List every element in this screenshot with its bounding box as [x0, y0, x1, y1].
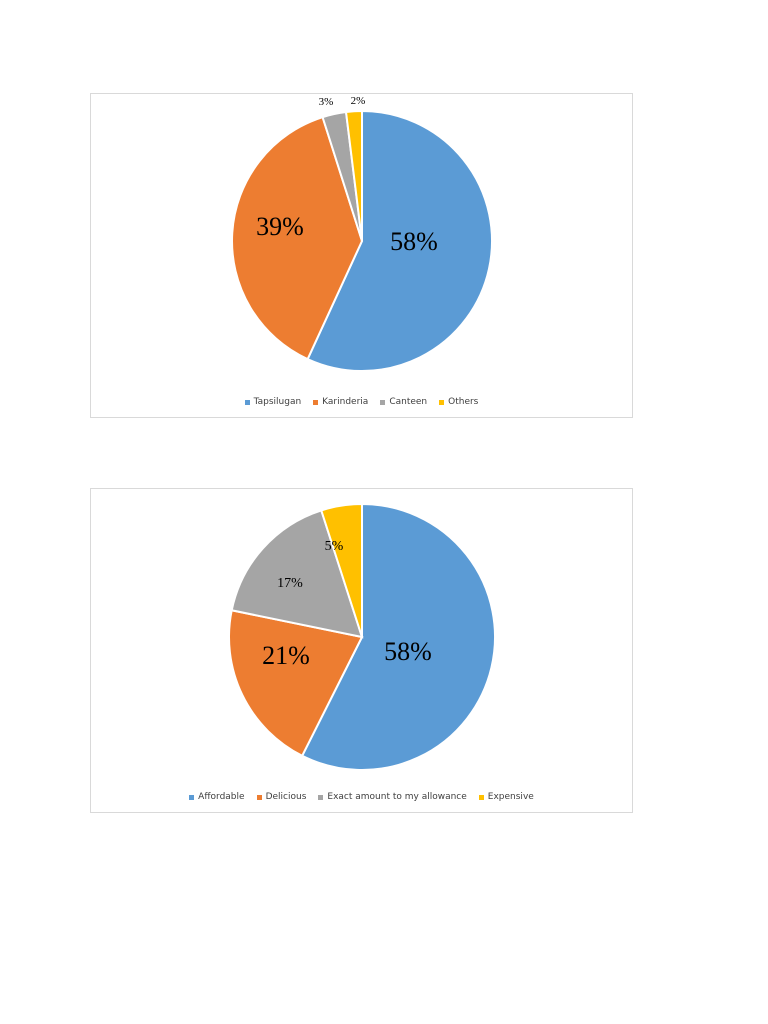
chart-2-legend: Affordable Delicious Exact amount to my al…	[91, 792, 632, 802]
data-label-delicious: 21%	[262, 641, 310, 670]
legend-label: Delicious	[265, 792, 307, 802]
legend-item-expensive: Expensive	[478, 792, 534, 802]
data-label-exact-amount-to-my-allowance: 17%	[277, 576, 303, 591]
data-label-background	[349, 94, 366, 108]
legend-label: Karinderia	[322, 397, 369, 407]
legend-swatch	[439, 399, 445, 405]
legend-item-affordable: Affordable	[189, 792, 245, 802]
pie-slice-exact-amount-to-my-allowance	[230, 509, 364, 639]
legend-swatch	[256, 794, 262, 800]
data-label-others: 2%	[351, 95, 366, 107]
legend-label: Exact amount to my allowance	[327, 792, 467, 802]
pie-chart-1-plot: 58% 39% 3% 2%	[231, 94, 493, 372]
data-label-canteen: 3%	[319, 96, 334, 108]
legend-item-karinderia: Karinderia	[313, 397, 368, 407]
pie-slice-delicious	[228, 609, 364, 758]
pie-chart-eating-place: 58% 39% 3% 2% Tapsilugan Karinderia Canteen Ot…	[90, 93, 633, 418]
chart-1-legend: Tapsilugan Karinderia Canteen Others	[91, 397, 632, 407]
pie-slice-tapsilugan	[306, 109, 493, 372]
data-label-background	[317, 95, 334, 109]
legend-item-others: Others	[439, 397, 478, 407]
legend-swatch	[313, 399, 319, 405]
legend-swatch	[318, 794, 324, 800]
legend-swatch	[478, 794, 484, 800]
pie-chart-reasons: 58% 21% 17% 5% Affordable Delicious Exact amo…	[90, 488, 633, 813]
legend-label: Others	[448, 397, 479, 407]
legend-label: Tapsilugan	[253, 397, 302, 407]
data-label-affordable: 58%	[384, 637, 432, 666]
legend-label: Expensive	[487, 792, 534, 802]
legend-swatch	[244, 399, 250, 405]
legend-swatch	[380, 399, 386, 405]
data-label-expensive: 5%	[325, 539, 344, 554]
data-label-tapsilugan: 58%	[390, 227, 438, 256]
legend-label: Canteen	[389, 397, 428, 407]
legend-label: Affordable	[198, 792, 245, 802]
legend-item-tapsilugan: Tapsilugan	[244, 397, 302, 407]
legend-item-canteen: Canteen	[380, 397, 427, 407]
pie-chart-2-plot: 58% 21% 17% 5%	[228, 502, 496, 771]
pie-slice-expensive	[320, 502, 363, 638]
legend-item-exact-amount-to-my-allowance: Exact amount to my allowance	[318, 792, 467, 802]
pie-slice-others	[344, 109, 363, 242]
pie-slice-affordable	[300, 502, 496, 771]
legend-item-delicious: Delicious	[256, 792, 307, 802]
legend-swatch	[189, 794, 195, 800]
pie-slice-karinderia	[231, 115, 364, 361]
data-label-karinderia: 39%	[256, 212, 304, 241]
